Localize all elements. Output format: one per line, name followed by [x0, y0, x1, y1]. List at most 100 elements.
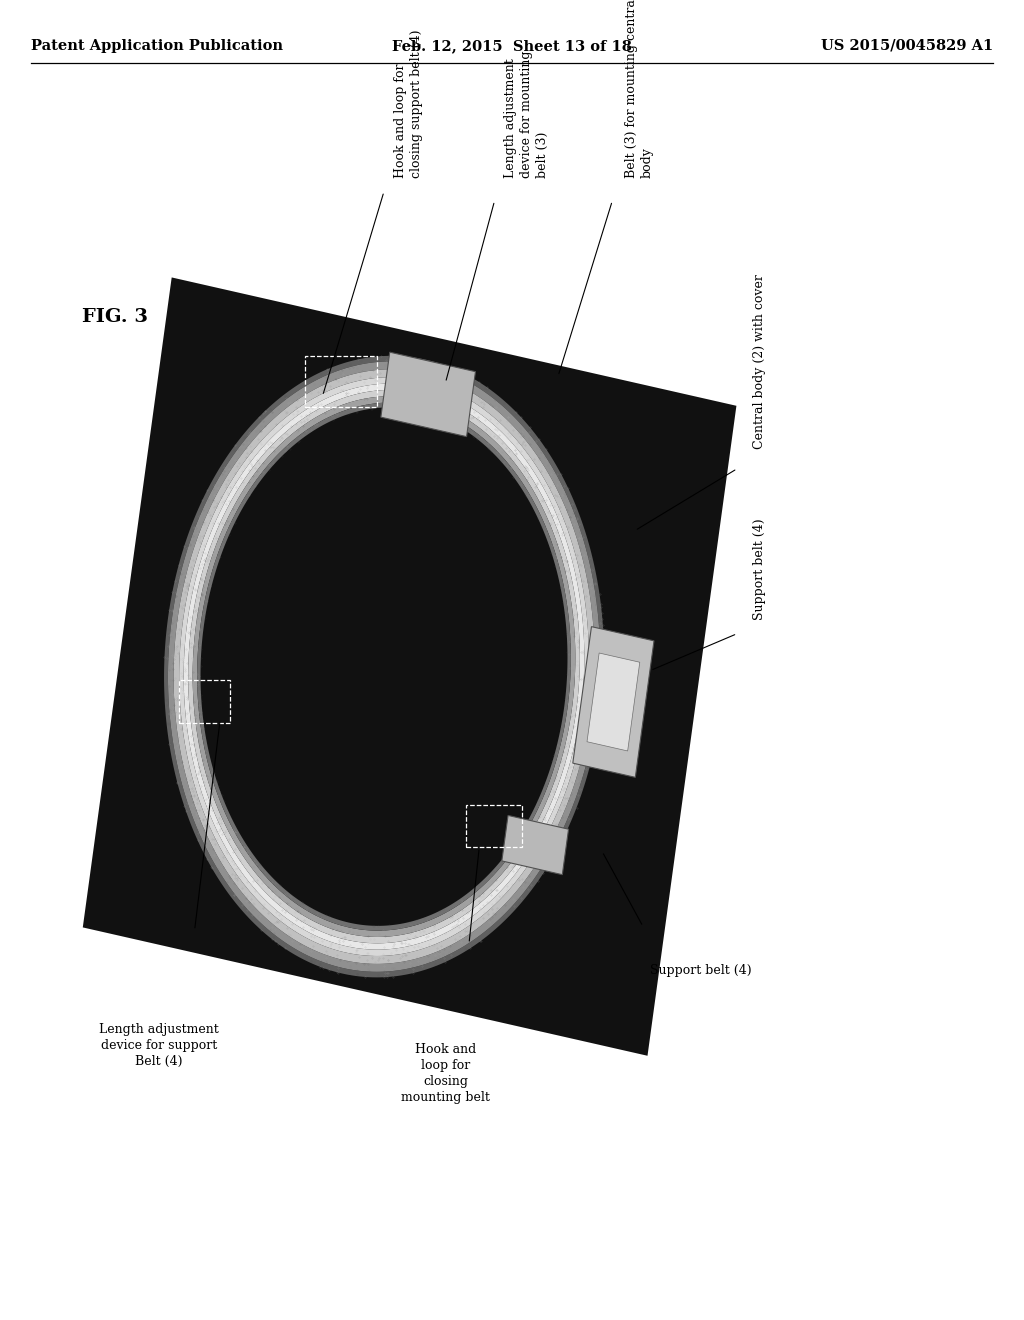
- Point: [385, 966, 401, 987]
- Point: [246, 857, 262, 878]
- Point: [260, 876, 276, 898]
- Point: [412, 370, 428, 391]
- Point: [194, 543, 210, 564]
- Point: [305, 917, 322, 939]
- Point: [194, 754, 210, 775]
- Point: [178, 768, 195, 789]
- Point: [313, 950, 330, 972]
- Point: [333, 916, 349, 937]
- Point: [205, 490, 221, 511]
- Point: [509, 858, 525, 879]
- Point: [198, 572, 214, 593]
- Point: [452, 381, 468, 403]
- Point: [540, 502, 556, 523]
- Point: [575, 545, 592, 566]
- Point: [166, 610, 182, 631]
- Point: [176, 685, 193, 706]
- Point: [208, 772, 224, 793]
- Point: [162, 700, 178, 721]
- Point: [546, 531, 562, 552]
- Point: [195, 809, 211, 830]
- Point: [426, 935, 442, 956]
- Point: [479, 379, 496, 400]
- Point: [168, 572, 184, 593]
- Point: [499, 861, 515, 882]
- Point: [265, 436, 282, 457]
- Point: [561, 671, 578, 692]
- Point: [454, 894, 470, 915]
- Point: [557, 742, 573, 763]
- Point: [472, 931, 488, 952]
- Point: [408, 388, 424, 409]
- Point: [174, 702, 190, 723]
- Point: [257, 400, 273, 421]
- Point: [569, 771, 586, 792]
- Point: [183, 733, 200, 754]
- Point: [545, 474, 561, 495]
- Point: [441, 379, 458, 400]
- Point: [338, 383, 354, 404]
- Point: [272, 426, 289, 447]
- Point: [471, 411, 487, 432]
- Point: [412, 380, 428, 401]
- Point: [195, 602, 211, 623]
- Point: [392, 931, 409, 952]
- Point: [466, 401, 482, 422]
- Point: [208, 821, 224, 842]
- Point: [558, 818, 574, 840]
- Point: [563, 494, 580, 515]
- Point: [195, 750, 211, 771]
- Point: [262, 442, 279, 463]
- Point: [197, 814, 213, 836]
- Point: [475, 393, 492, 414]
- Point: [519, 879, 536, 900]
- Point: [266, 913, 283, 935]
- Point: [484, 894, 501, 915]
- Point: [479, 433, 496, 454]
- Point: [190, 820, 207, 841]
- Point: [205, 763, 221, 784]
- Text: Patent Application Publication: Patent Application Publication: [31, 38, 283, 53]
- Point: [174, 634, 190, 655]
- Point: [486, 389, 503, 411]
- Point: [421, 952, 437, 973]
- Point: [348, 940, 365, 961]
- Point: [279, 883, 295, 904]
- Point: [416, 379, 432, 400]
- Point: [565, 660, 582, 681]
- Point: [561, 507, 578, 528]
- Point: [383, 957, 399, 978]
- Point: [556, 795, 572, 816]
- Point: [464, 399, 480, 420]
- Point: [422, 388, 438, 409]
- Point: [566, 569, 583, 590]
- Point: [239, 842, 255, 863]
- Point: [428, 393, 444, 414]
- Point: [220, 511, 237, 532]
- Point: [308, 387, 325, 408]
- Point: [306, 927, 323, 948]
- Point: [544, 780, 560, 801]
- Point: [503, 458, 519, 479]
- Point: [561, 789, 578, 810]
- Point: [549, 533, 565, 554]
- Point: [497, 846, 513, 867]
- Point: [487, 859, 504, 880]
- Point: [170, 750, 186, 771]
- Point: [279, 387, 295, 408]
- Point: [167, 701, 183, 722]
- Point: [210, 775, 226, 796]
- Point: [560, 478, 577, 499]
- Point: [304, 924, 321, 945]
- Point: [199, 550, 215, 572]
- Point: [567, 705, 584, 726]
- Point: [186, 516, 203, 537]
- Point: [197, 549, 213, 570]
- Point: [451, 370, 467, 391]
- Point: [221, 865, 238, 886]
- Point: [164, 581, 180, 602]
- Point: [339, 950, 355, 972]
- Point: [333, 380, 349, 401]
- Point: [221, 829, 238, 850]
- Point: [484, 870, 501, 891]
